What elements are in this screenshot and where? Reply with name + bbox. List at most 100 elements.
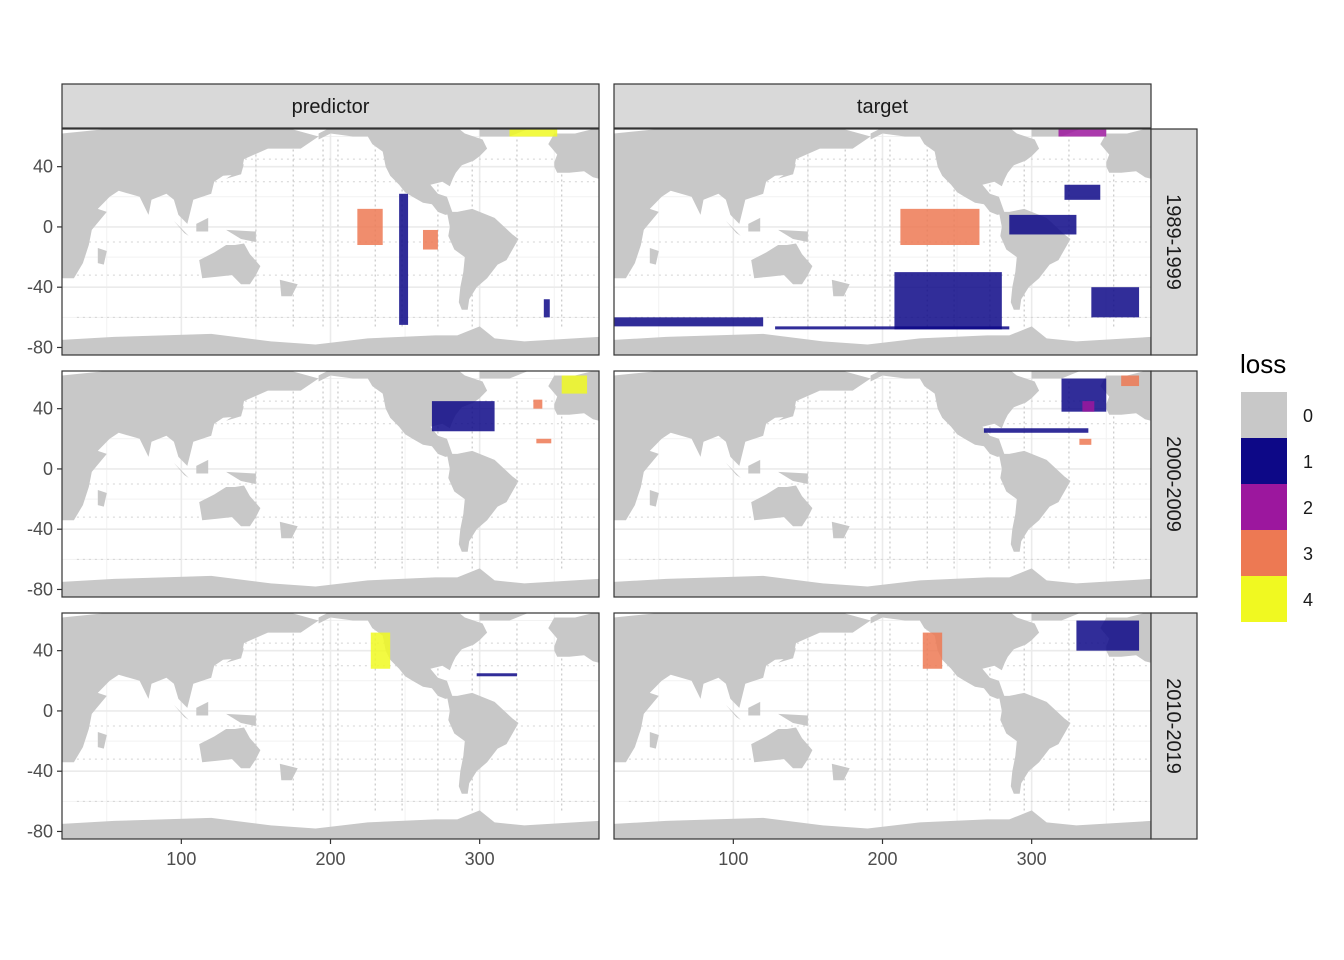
strip-column-label: target [857,96,909,118]
land-polygon [614,568,1151,593]
land-polygon [62,129,319,279]
land-polygon [318,613,488,699]
x-tick-label: 100 [718,849,748,869]
panel-border [61,128,600,356]
land-polygon [97,248,107,265]
land-polygon [62,568,599,593]
land-polygon [199,243,261,285]
land-polygon [62,810,599,835]
land-polygon [479,613,529,621]
land-polygon [196,459,209,474]
land-polygon [548,129,599,179]
legend-key-2 [1241,484,1287,530]
land-polygon [870,371,1040,457]
land-polygon [870,613,1040,699]
y-tick-label: 40 [33,399,53,419]
land-polygon [173,220,189,236]
strip-row [1150,128,1198,356]
land-polygon [279,521,298,539]
axes: 40 0 -40 -80 40 0 -40 -80 40 0 -40 -80 100 200 300 100 2… [27,157,1047,869]
loss-cell-1 [1064,184,1101,200]
land-polygon [998,450,1071,552]
land-polygon [649,732,659,749]
land-polygon [1031,613,1081,621]
land-polygon [1031,371,1081,379]
x-tick-label: 100 [166,849,196,869]
land-polygon [751,485,813,527]
land-polygon [226,713,256,726]
land-polygon [831,279,850,297]
y-tick-label: -40 [27,277,53,297]
panel-predictor-2000-2009 [62,371,599,597]
land-polygon [998,692,1071,794]
land-polygon [173,704,189,720]
legend-label: 3 [1303,544,1313,564]
loss-cell-3 [357,208,383,246]
loss-cell-1 [1009,214,1077,235]
loss-cell-3 [922,632,943,669]
strip-row [1150,370,1198,598]
loss-cell-3 [533,399,543,409]
land-polygon [199,727,261,769]
land-polygon [199,485,261,527]
land-polygon [1100,129,1151,179]
facet-panels [61,128,1152,840]
x-tick-label: 200 [867,849,897,869]
land-polygon [778,647,796,663]
y-tick-label: -80 [27,821,53,841]
land-polygon [62,371,319,521]
land-polygon [614,326,1151,351]
x-tick-label: 200 [315,849,345,869]
y-tick-label: 0 [43,217,53,237]
land-polygon [831,521,850,539]
legend: loss 0 1 2 3 4 [1240,349,1313,622]
land-polygon [173,462,189,478]
land-polygon [446,692,519,794]
loss-cell-1 [775,326,1010,330]
panel-border [61,370,600,598]
land-polygon [614,371,871,521]
land-polygon [725,220,741,236]
panel-predictor-1989-1999 [62,129,599,355]
y-tick-label: 0 [43,701,53,721]
land-polygon [751,243,813,285]
loss-cell-2 [1058,129,1107,137]
land-polygon [778,163,796,179]
land-polygon [318,371,488,457]
land-polygon [649,490,659,507]
land-polygon [831,763,850,781]
loss-cell-3 [1121,375,1140,387]
legend-key-4 [1241,576,1287,622]
y-tick-label: 40 [33,157,53,177]
land-polygon [614,613,871,763]
land-polygon [97,732,107,749]
loss-cell-1 [1076,620,1140,651]
loss-cell-4 [509,129,558,137]
land-polygon [279,279,298,297]
land-polygon [226,647,244,663]
y-tick-label: 40 [33,641,53,661]
loss-cell-3 [536,438,552,444]
x-tick-label: 300 [465,849,495,869]
x-tick-label: 300 [1017,849,1047,869]
loss-cell-4 [370,632,391,669]
legend-label: 1 [1303,452,1313,472]
land-polygon [97,490,107,507]
loss-cell-1 [476,673,517,677]
panel-target-1989-1999 [614,129,1151,355]
legend-key-3 [1241,530,1287,576]
loss-cell-1 [894,272,1002,330]
strip-row-label: 2010-2019 [1162,678,1184,774]
land-polygon [196,701,209,716]
strip-column [613,83,1152,129]
land-polygon [778,471,808,484]
loss-cell-1 [543,299,550,318]
land-polygon [226,471,256,484]
land-polygon [778,713,808,726]
facet-strips: predictor target 1989-1999 2000-2009 2010-20… [61,83,1198,840]
strip-row [1150,612,1198,840]
legend-key-1 [1241,438,1287,484]
loss-cell-3 [900,208,980,246]
land-polygon [614,129,871,279]
